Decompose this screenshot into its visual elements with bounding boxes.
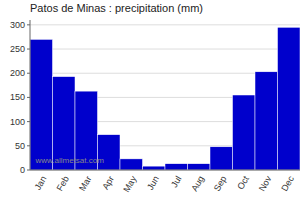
- x-tick-label: Mar: [77, 174, 93, 192]
- grid-line: [30, 24, 300, 25]
- grid-line: [30, 170, 300, 171]
- bar: [143, 166, 166, 170]
- x-tick-label: Feb: [55, 174, 71, 192]
- bar: [278, 27, 301, 170]
- x-axis-line: [30, 170, 300, 171]
- grid: [30, 25, 300, 170]
- bar: [233, 95, 256, 170]
- x-tick-label: Apr: [100, 174, 116, 191]
- title: Patos de Minas : precipitation (mm): [30, 2, 203, 14]
- x-tick-label: Jul: [169, 174, 183, 189]
- bar: [255, 72, 278, 170]
- bar: [188, 164, 211, 170]
- y-tick-label: 100: [10, 117, 25, 127]
- grid-line: [30, 49, 300, 50]
- y-axis-line: [30, 20, 31, 170]
- x-tick-label: Sep: [212, 174, 229, 193]
- y-tick-label: 250: [10, 44, 25, 54]
- x-tick-label: Nov: [257, 174, 274, 193]
- x-tick-label: Jun: [145, 174, 161, 192]
- chart-container: Patos de Minas : precipitation (mm) 0 50 10…: [0, 0, 306, 200]
- x-tick-label: May: [121, 174, 138, 194]
- y-tick-label: 150: [10, 92, 25, 102]
- y-tick-label: 300: [10, 20, 25, 30]
- bars: [30, 27, 300, 170]
- x-tick-label: Jan: [33, 174, 49, 192]
- x-tick-label: Dec: [279, 174, 296, 193]
- bar: [30, 39, 53, 170]
- bar: [210, 147, 233, 170]
- x-tick-label: Oct: [235, 174, 251, 192]
- bar: [120, 159, 143, 170]
- y-tick-label: 50: [15, 141, 25, 151]
- x-tick-label: Aug: [189, 174, 206, 193]
- bar: [98, 135, 121, 170]
- y-tick-label: 200: [10, 68, 25, 78]
- watermark: www.allmetsat.com: [34, 156, 104, 165]
- bar: [165, 164, 188, 170]
- chart: Patos de Minas : precipitation (mm) 0 50 10…: [0, 0, 306, 200]
- y-tick-label: 0: [20, 165, 25, 175]
